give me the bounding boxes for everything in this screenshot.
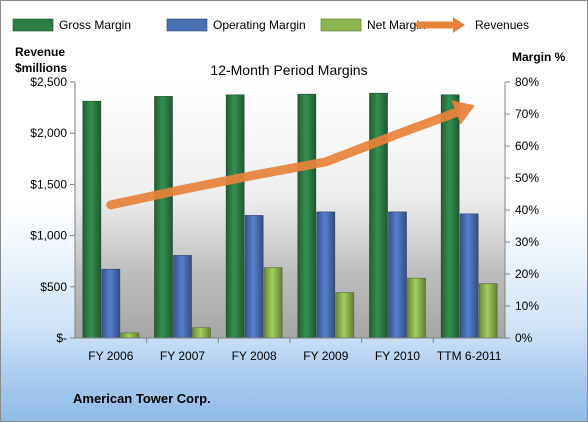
legend-revenues-label: Revenues (475, 18, 529, 32)
left-tick-label: $- (56, 331, 67, 345)
net-marginbar (192, 327, 211, 339)
x-tick-label: FY 2009 (303, 349, 348, 363)
left-tick-label: $1,500 (30, 177, 67, 191)
gross-marginbar (369, 92, 388, 339)
right-tick-label: 60% (515, 139, 539, 153)
legend-operating-marginlabel: Operating Margin (213, 18, 306, 32)
net-marginbar (120, 332, 140, 339)
gross-marginbar (154, 96, 173, 339)
right-tick-label: 50% (515, 171, 539, 185)
net-marginbar (335, 292, 355, 339)
net-marginbar (478, 283, 498, 339)
revenues-line (106, 107, 461, 210)
gross-marginbar (297, 93, 317, 339)
legend-operating-marginswatch (166, 18, 208, 32)
gross-marginbar (82, 100, 102, 339)
operating-marginbar (459, 213, 479, 339)
x-tick-label: FY 2006 (88, 349, 133, 363)
right-tick-label: 70% (515, 107, 539, 121)
net-marginbar (263, 267, 283, 339)
right-tick-label: 40% (515, 203, 539, 217)
right-tick-label: 0% (515, 331, 533, 345)
legend-net-marginlabel: Net Margin (367, 18, 426, 32)
right-tick-label: 20% (515, 267, 539, 281)
net-marginbar (407, 277, 426, 339)
left-tick-label: $500 (40, 280, 67, 294)
legend-gross-marginswatch (12, 18, 54, 32)
operating-marginbar (388, 211, 407, 339)
operating-marginbar (101, 268, 121, 339)
left-tick-label: $2,000 (30, 126, 67, 140)
operating-marginbar (244, 215, 264, 339)
right-axis-label: Margin % (512, 50, 566, 64)
left-axis-label-line1: Revenue (15, 45, 65, 59)
operating-marginbar (316, 211, 336, 339)
legend-gross-marginlabel: Gross Margin (59, 18, 131, 32)
x-tick-label: FY 2008 (232, 349, 277, 363)
operating-marginbar (173, 255, 192, 339)
right-tick-label: 10% (515, 299, 539, 313)
legend-revenues-arrowhead (453, 17, 465, 33)
left-tick-label: $2,500 (30, 75, 67, 89)
gross-marginbar (440, 94, 460, 339)
revenues-arrowhead (451, 100, 475, 125)
legend-net-marginswatch (320, 18, 362, 32)
company-name: American Tower Corp. (73, 391, 211, 406)
left-tick-label: $1,000 (30, 229, 67, 243)
x-tick-label: FY 2010 (375, 349, 420, 363)
x-tick-label: FY 2007 (160, 349, 205, 363)
chart-title: 12-Month Period Margins (210, 62, 367, 78)
gross-marginbar (225, 94, 245, 339)
x-tick-label: TTM 6-2011 (437, 349, 502, 363)
right-tick-label: 30% (515, 235, 539, 249)
right-tick-label: 80% (515, 75, 539, 89)
left-axis-label-line2: $millions (15, 61, 67, 75)
